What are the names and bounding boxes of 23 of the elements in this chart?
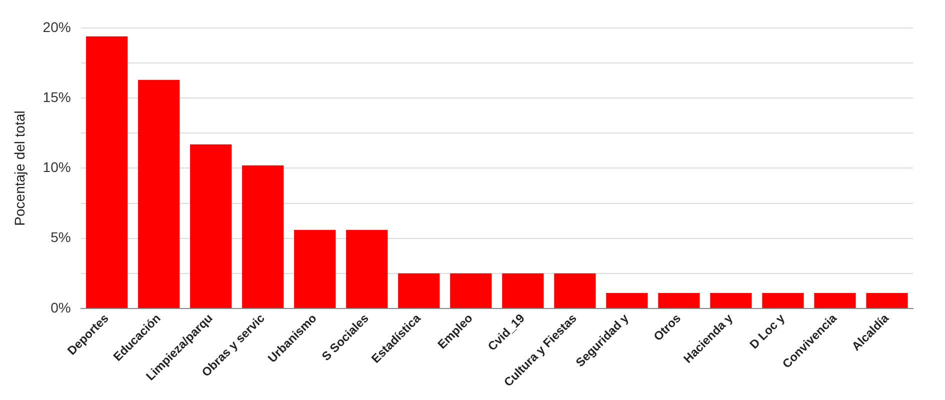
bar xyxy=(606,293,648,308)
bar xyxy=(658,293,700,308)
bar xyxy=(554,273,596,308)
y-tick-label: 20% xyxy=(42,18,71,35)
y-tick-label: 15% xyxy=(42,88,71,105)
y-tick-label: 5% xyxy=(50,229,71,246)
bar xyxy=(398,273,440,308)
bar xyxy=(190,144,232,308)
bar xyxy=(294,230,336,308)
bar xyxy=(138,80,180,308)
bar xyxy=(502,273,544,308)
bar xyxy=(814,293,856,308)
bar xyxy=(866,293,908,308)
y-tick-label: 0% xyxy=(50,299,71,316)
bar xyxy=(242,165,284,308)
bar xyxy=(710,293,752,308)
y-tick-label: 10% xyxy=(42,159,71,176)
bar xyxy=(762,293,804,308)
bar xyxy=(346,230,388,308)
y-axis-title: Pocentaje del total xyxy=(11,110,28,226)
bar xyxy=(450,273,492,308)
x-tick-label: D Loc y xyxy=(746,310,788,352)
bar xyxy=(86,36,128,308)
